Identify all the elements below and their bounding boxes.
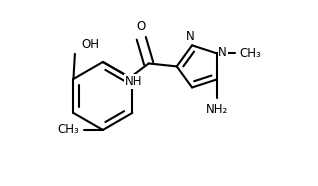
Text: CH₃: CH₃ xyxy=(58,124,79,137)
Text: CH₃: CH₃ xyxy=(239,47,261,60)
Text: NH: NH xyxy=(125,75,142,88)
Text: N: N xyxy=(218,46,227,59)
Text: N: N xyxy=(186,30,195,43)
Text: NH₂: NH₂ xyxy=(206,103,228,116)
Text: O: O xyxy=(136,20,145,33)
Text: OH: OH xyxy=(81,39,100,52)
